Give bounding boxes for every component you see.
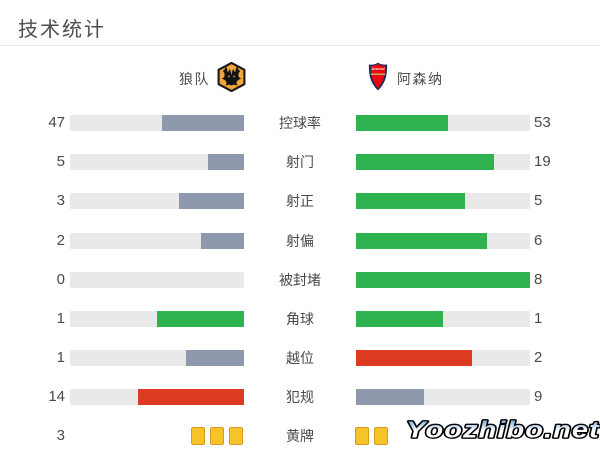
svg-text:Arsenal: Arsenal bbox=[370, 67, 385, 71]
svg-text:Yoozhibo.net: Yoozhibo.net bbox=[406, 416, 600, 442]
